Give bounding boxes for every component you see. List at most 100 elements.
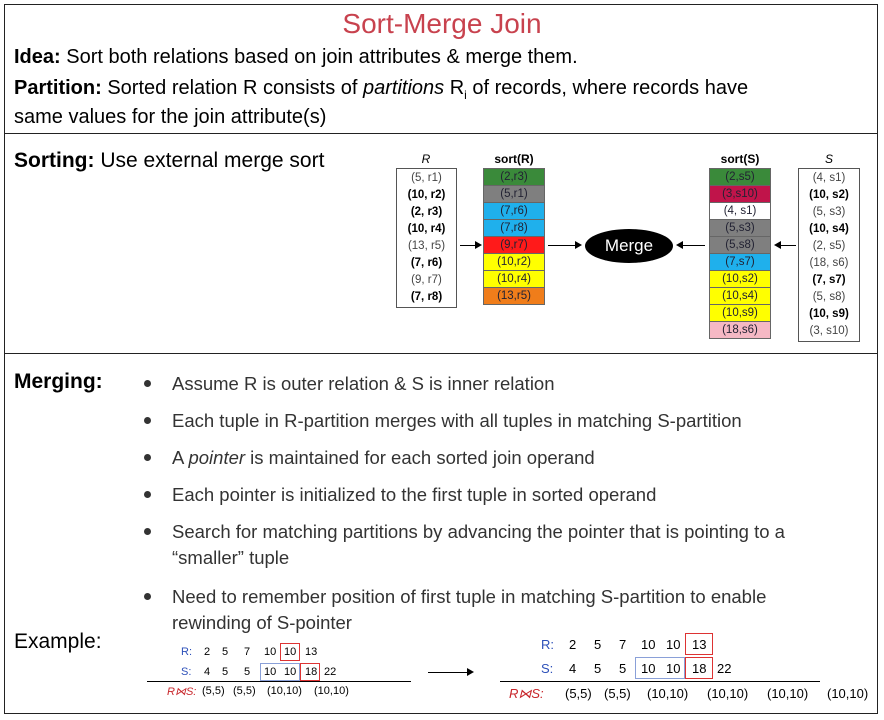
example-s-value: 18	[692, 661, 707, 676]
bullet-text: Need to remember position of first tuple…	[172, 584, 766, 636]
sorted-s-row: (3,s10)	[710, 186, 770, 203]
pointer-highlight	[280, 643, 300, 661]
r-row: (10, r2)	[407, 189, 446, 201]
s-row: (10, s2)	[809, 189, 849, 201]
sorted-r-row: (2,r3)	[484, 169, 544, 186]
sorted-r-table: (2,r3) (5,r1) (7,r6) (7,r8) (9,r7) (10,r2) (10…	[483, 168, 545, 305]
bullet-text: Each pointer is initialized to the first…	[172, 482, 656, 508]
example-r-value: 7	[619, 637, 627, 652]
sorted-r-row: (10,r2)	[484, 254, 544, 271]
example-left-rule	[147, 681, 411, 682]
example-r-value: 5	[594, 637, 602, 652]
bullet-text: Search for matching partitions by advanc…	[172, 519, 785, 571]
example-join-label: R⋈S:	[167, 686, 197, 698]
sorted-r-row: (13,r5)	[484, 288, 544, 305]
r-row: (5, r1)	[411, 172, 442, 184]
idea-line: Idea: Sort both relations based on join …	[14, 43, 578, 71]
arrow-head-icon	[475, 241, 482, 249]
merging-label: Merging:	[14, 368, 103, 396]
bullet-text-part: Each pointer is initialized to the first…	[172, 484, 657, 505]
sorted-s-row: (10,s4)	[710, 288, 770, 305]
s-row: (2, s5)	[812, 240, 846, 252]
example-s-value: 5	[222, 666, 229, 678]
merge-node: Merge	[585, 229, 673, 263]
arrow-sort-merge	[548, 245, 575, 246]
example-r-label: R:	[181, 646, 192, 658]
partition-italic: partitions	[363, 77, 445, 99]
bullet-text-line2: rewinding of S-pointer	[172, 612, 352, 633]
example-join-value: (10,10)	[767, 686, 809, 701]
example-r-value: 2	[569, 637, 577, 652]
bullet-dot-icon	[144, 593, 151, 600]
s-row: (4, s1)	[812, 172, 846, 184]
sorted-s-row: (18,s6)	[710, 322, 770, 339]
r-row: (2, r3)	[410, 206, 443, 218]
r-row: (10, r4)	[407, 223, 446, 235]
sorted-r-row: (10,r4)	[484, 271, 544, 288]
partition-line: Partition: Sorted relation R consists of…	[14, 74, 748, 109]
example-r-value: 10	[666, 637, 681, 652]
sorted-r-row: (5,r1)	[484, 186, 544, 203]
example-s-value: 4	[204, 666, 211, 678]
bullet-text-part: A	[172, 447, 189, 468]
example-r-value: 10	[284, 646, 297, 658]
example-join-value: (10,10)	[707, 686, 749, 701]
s-row: (10, s4)	[809, 223, 849, 235]
sorted-s-row: (2,s5)	[710, 169, 770, 186]
arrow-s-sort	[781, 245, 796, 246]
example-s-value: 18	[305, 666, 318, 678]
s-row: (5, s8)	[812, 291, 846, 303]
bullet-dot-icon	[144, 528, 151, 535]
example-r-value: 7	[244, 646, 251, 658]
bullet-text: Assume R is outer relation & S is inner …	[172, 371, 555, 397]
arrow-merge-sorts	[683, 245, 705, 246]
idea-text: Sort both relations based on join attrib…	[60, 46, 578, 68]
example-join-label: R⋈S:	[509, 686, 544, 701]
arrow-r-sort	[460, 245, 476, 246]
partition-text-end: of records, where records have	[466, 77, 749, 99]
example-join-value: (10,10)	[267, 685, 302, 697]
r-row: (7, r6)	[410, 257, 443, 269]
example-r-value: 5	[222, 646, 229, 658]
slide-frame	[4, 4, 878, 714]
bullet-dot-icon	[144, 417, 151, 424]
pointer-highlight	[685, 633, 713, 655]
example-join-value: (5,5)	[604, 686, 631, 701]
s-header: S	[824, 152, 833, 166]
example-r-value: 2	[204, 646, 211, 658]
bullet-text-part: Need to remember position of first tuple…	[172, 586, 767, 607]
bullet-text-part: Assume R is outer relation & S is inner …	[172, 373, 555, 394]
example-s-value: 10	[666, 661, 681, 676]
bullet-dot-icon	[144, 380, 151, 387]
example-s-value: 5	[244, 666, 251, 678]
bullet-text-part: Search for matching partitions by advanc…	[172, 521, 785, 542]
bullet-dot-icon	[144, 491, 151, 498]
sortr-header: sort(R)	[494, 152, 534, 166]
example-join-value: (5,5)	[202, 685, 225, 697]
relation-s-table: (4, s1) (10, s2) (5, s3) (10, s4) (2, s5) (18…	[798, 168, 860, 342]
example-s-label: S:	[541, 661, 554, 676]
example-r-value: 13	[305, 646, 318, 658]
s-row: (5, s3)	[812, 206, 846, 218]
merging-label-text: Merging:	[14, 370, 103, 393]
arrow-head-icon	[676, 241, 683, 249]
sorted-s-row: (7,s7)	[710, 254, 770, 271]
example-join-value: (5,5)	[233, 685, 256, 697]
arrow-head-icon	[467, 668, 474, 676]
example-s-value: 22	[717, 661, 732, 676]
bullet-dot-icon	[144, 454, 151, 461]
s-row: (7, s7)	[812, 274, 846, 286]
bullet-text-part: is maintained for each sorted join opera…	[245, 447, 595, 468]
sorted-r-row: (7,r6)	[484, 203, 544, 220]
example-s-value: 4	[569, 661, 577, 676]
arrow-head-icon	[774, 241, 781, 249]
arrow-head-icon	[575, 241, 582, 249]
partition-line-2: same values for the join attribute(s)	[14, 106, 327, 128]
example-s-value: 5	[594, 661, 602, 676]
s-row: (3, s10)	[809, 325, 849, 337]
sorted-s-row: (5,s8)	[710, 237, 770, 254]
sorts-header: sort(S)	[720, 152, 760, 166]
r-header: R	[421, 152, 431, 166]
partition-label: Partition:	[14, 77, 102, 99]
sorting-line: Sorting: Use external merge sort	[14, 147, 324, 175]
